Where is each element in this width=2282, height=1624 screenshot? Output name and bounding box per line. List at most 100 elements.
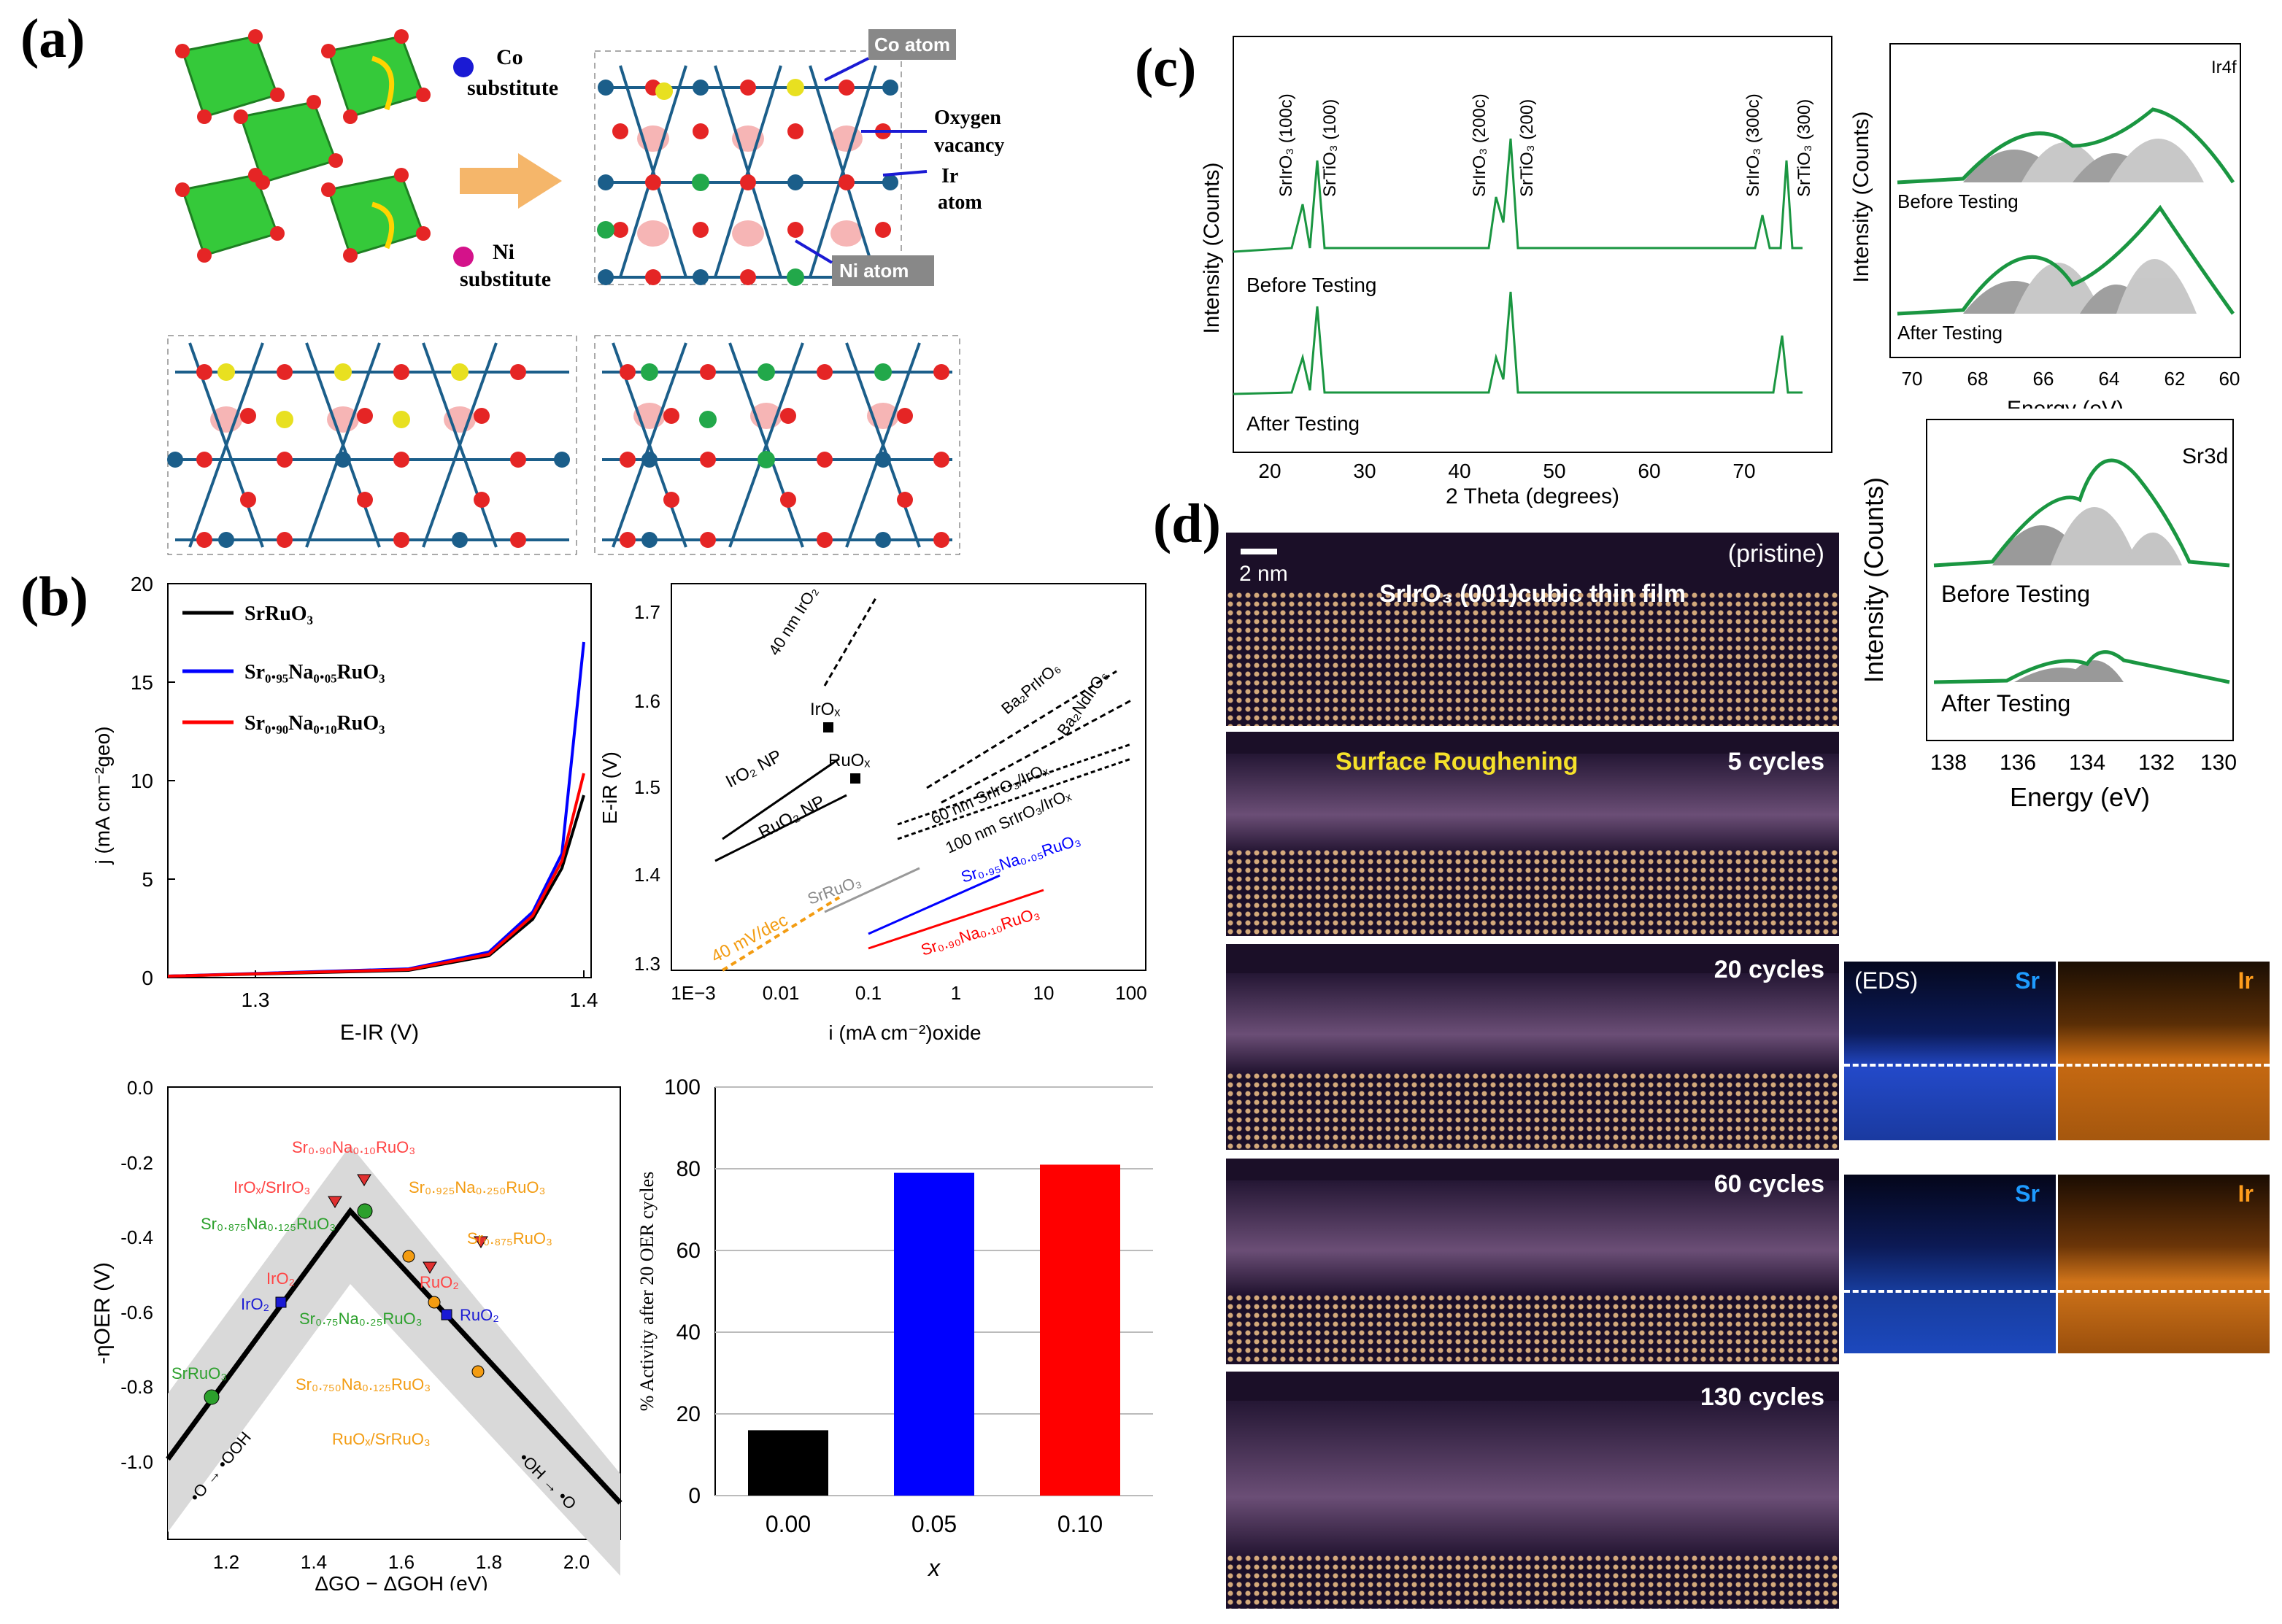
bar-ytick: 80	[676, 1157, 701, 1181]
b2-xtick-5: 100	[1115, 982, 1146, 1004]
ni-atom-callout: Ni atom	[839, 260, 909, 282]
vacancy-label: vacancy	[934, 134, 1004, 157]
panel-b-volcano-chart: 0.0 -0.2 -0.4 -0.6 -0.8 -1.0 1.2 1.4 1.6…	[90, 1077, 622, 1590]
xrd-xtick-20: 20	[1258, 460, 1281, 482]
xrd-peak-0: SrIrO₃ (100c)	[1276, 93, 1296, 197]
ir4f-ylabel: Intensity (Counts)	[1849, 111, 1873, 282]
bar-0.10	[1040, 1164, 1120, 1496]
bar-ytick: 60	[676, 1239, 701, 1263]
b3-xlabel: ΔGO − ΔGOH (eV)	[315, 1572, 487, 1590]
ir4f-xtick-5: 60	[2219, 368, 2240, 390]
eds-ir-label-20: Ir	[2237, 967, 2254, 994]
ir4f-xtick-0: 70	[1902, 368, 1923, 390]
b2-xtick-2: 0.1	[855, 982, 882, 1004]
tem-5-cycles-label: 5 cycles	[1727, 748, 1824, 776]
bar-ytick: 40	[676, 1321, 701, 1345]
b2-xtick-0: 1E−3	[671, 982, 715, 1004]
b1-ytick-20: 20	[131, 576, 153, 595]
bar-0.05	[894, 1172, 974, 1496]
eds-label: (EDS)	[1854, 967, 1919, 994]
b2-xtick-1: 0.01	[763, 982, 800, 1004]
bar-xlabel: x	[927, 1555, 941, 1581]
b3-xtick-1.4: 1.4	[301, 1551, 327, 1573]
b3-annot-iro2a: IrO₂	[266, 1269, 295, 1288]
b3-ytick-1: -0.2	[120, 1152, 153, 1174]
b3-annot-na250: Sr₀.₉₂₅Na₀.₂₅₀RuO₃	[409, 1178, 545, 1196]
panel-b-lsv-chart: 20 15 10 5 0 1.3 1.4 E-IR (V) j (mA cm⁻²…	[91, 576, 598, 1045]
b3-xtick-2.0: 2.0	[563, 1551, 590, 1573]
tem-20-cycles: 20 cycles	[1226, 944, 1839, 1150]
eds-ir-map-60: Ir	[2058, 1175, 2270, 1353]
xrd-peak-4: SrIrO₃ (300c)	[1743, 93, 1763, 197]
sr3d-ylabel: Intensity (Counts)	[1859, 477, 1889, 683]
b2-xtick-3: 1	[951, 982, 961, 1004]
bar-ytick: 20	[676, 1402, 701, 1426]
sr3d-before-label: Before Testing	[1941, 581, 2090, 607]
tem-20-cycles-label: 20 cycles	[1714, 956, 1824, 983]
b1-legend-na05: Sr₀.₉₅Na₀.₀₅RuO₃	[244, 661, 385, 684]
b3-xtick-1.8: 1.8	[476, 1551, 502, 1573]
b2-ytick-1.7: 1.7	[634, 601, 660, 623]
b3-annot-irox: IrOₓ/SrIrO₃	[234, 1178, 310, 1196]
panel-a-crystal-structures: Co substitute Ni substitute	[167, 29, 1004, 555]
b3-xtick-1.6: 1.6	[388, 1551, 415, 1573]
xrd-peak-2: SrIrO₃ (200c)	[1470, 93, 1489, 197]
b2-xtick-4: 10	[1033, 982, 1055, 1004]
b1-ytick-10: 10	[131, 770, 153, 792]
xrd-xtick-70: 70	[1732, 460, 1755, 482]
bar-xtick: 0.00	[766, 1511, 811, 1537]
xrd-xtick-50: 50	[1543, 460, 1565, 482]
tem-130-cycles-label: 130 cycles	[1700, 1383, 1824, 1411]
eds-sr-map-60: Sr	[1844, 1175, 2056, 1353]
b3-ylabel: -ηOER (V)	[90, 1262, 115, 1364]
sr3d-xlabel: Energy (eV)	[2010, 782, 2150, 812]
b1-ytick-15: 15	[131, 671, 153, 694]
b3-ytick-5: -1.0	[120, 1451, 153, 1473]
b1-xtick-1.4: 1.4	[570, 989, 598, 1011]
xrd-peak-5: SrTiO₃ (300)	[1795, 99, 1814, 197]
b1-legend-srruo3: SrRuO₃	[244, 603, 313, 625]
panel-c-ir4f-chart: Intensity (Counts) Energy (eV) 70 68 66 …	[1849, 43, 2241, 409]
xrd-peak-3: SrTiO₃ (200)	[1517, 99, 1537, 197]
eds-ir-label-60: Ir	[2237, 1180, 2254, 1207]
b2-annot-ruox: RuOₓ	[828, 751, 870, 770]
panel-b-bar-chart: 0 20 40 60 80 100 0.00 0.05 0.10 x % Activity a…	[636, 1075, 1153, 1581]
ni-label: Ni	[493, 240, 514, 264]
xrd-xtick-60: 60	[1638, 460, 1660, 482]
b3-annot-na750: Sr₀.₇₅₀Na₀.₁₂₅RuO₃	[296, 1375, 431, 1393]
b3-ytick-3: -0.6	[120, 1302, 153, 1323]
co-atom-callout: Co atom	[874, 34, 950, 55]
co-legend-dot	[453, 57, 474, 77]
b1-ylabel: j (mA cm⁻²geo)	[91, 726, 114, 865]
b3-annot-ruo2a: RuO₂	[420, 1273, 459, 1291]
bar-xtick: 0.05	[911, 1511, 957, 1537]
b3-ytick-4: -0.8	[120, 1376, 153, 1398]
panel-label-b: (b)	[20, 566, 88, 627]
ni-legend-dot	[453, 247, 474, 267]
ir4f-before-label: Before Testing	[1897, 190, 2019, 212]
xrd-before-trace	[1233, 138, 1803, 253]
tem-130-cycles: 130 cycles	[1226, 1372, 1839, 1609]
panel-b-tafel-chart: 1.7 1.6 1.5 1.4 1.3 1E−3 0.01 0.1 1 10 1…	[598, 583, 1147, 1044]
tem-roughening-label: Surface Roughening	[1335, 748, 1578, 776]
b1-xlabel: E-IR (V)	[340, 1021, 419, 1045]
scale-bar-label: 2 nm	[1239, 562, 1288, 586]
b1-ytick-0: 0	[142, 967, 153, 989]
octahedra-model	[175, 29, 431, 263]
atom-label: atom	[938, 191, 982, 214]
b3-annot-srruo3: SrRuO₃	[171, 1364, 227, 1383]
bar-xtick: 0.10	[1057, 1511, 1103, 1537]
xrd-after-trace	[1233, 291, 1803, 395]
tem-pristine: 2 nm (pristine) SrIrO₃ (001)cubic thin f…	[1226, 533, 1839, 726]
b3-annot-ruox: RuOₓ/SrRuO₃	[332, 1430, 431, 1448]
xrd-peak-1: SrTiO₃ (100)	[1320, 99, 1340, 197]
eds-sr-label-60: Sr	[2015, 1180, 2040, 1207]
ni-substitute-label: substitute	[460, 267, 551, 291]
xrd-xlabel: 2 Theta (degrees)	[1446, 484, 1619, 509]
xrd-ylabel: Intensity (Counts)	[1200, 162, 1224, 333]
b3-annot-iro2b: IrO₂	[241, 1295, 269, 1313]
bar-ylabel: % Activity after 20 OER cycles	[636, 1172, 658, 1412]
b2-annot-irox: IrOₓ	[810, 700, 840, 719]
panel-label-d: (d)	[1153, 493, 1221, 554]
bar-0.00	[748, 1430, 828, 1496]
